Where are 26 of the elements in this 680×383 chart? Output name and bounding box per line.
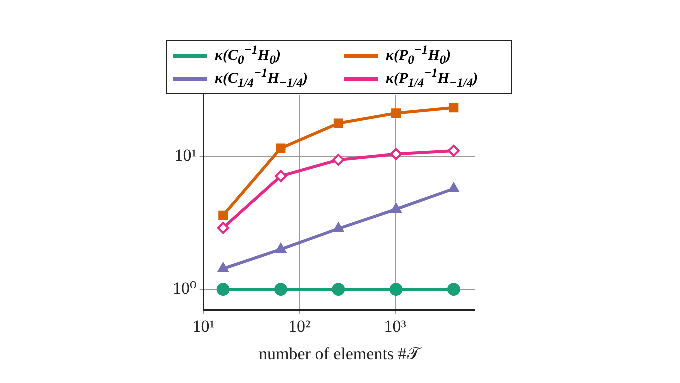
point bbox=[447, 283, 460, 296]
point bbox=[448, 145, 460, 158]
point bbox=[390, 283, 403, 296]
point bbox=[218, 210, 228, 220]
point bbox=[216, 283, 230, 296]
point bbox=[274, 283, 288, 296]
point bbox=[276, 144, 286, 154]
legend-label: κ(C$_{0}$$^{−1}$H$_{0}$) bbox=[215, 43, 281, 67]
x-tick-label: 10² bbox=[288, 316, 311, 336]
point bbox=[332, 283, 346, 296]
legend-label: κ(C$_{1/4}$$^{−1}$H$_{−1/4}$) bbox=[215, 66, 308, 91]
point bbox=[392, 108, 402, 118]
point bbox=[217, 222, 230, 234]
x-tick-label: 10³ bbox=[384, 316, 406, 336]
point bbox=[390, 148, 402, 160]
legend-label: κ(P$_{1/4}$$^{−1}$H$_{−1/4}$) bbox=[386, 66, 478, 91]
point bbox=[275, 243, 287, 254]
x-axis-title: number of elements #𝒯 bbox=[259, 344, 422, 364]
point bbox=[448, 182, 460, 193]
legend-label: κ(P$_{0}$$^{−1}$H$_{0}$) bbox=[386, 43, 452, 67]
point bbox=[332, 154, 345, 166]
y-tick-label: 10⁰ bbox=[172, 279, 197, 298]
point bbox=[449, 103, 459, 113]
point bbox=[334, 118, 344, 128]
point bbox=[275, 170, 287, 182]
x-tick-label: 10¹ bbox=[192, 316, 215, 336]
